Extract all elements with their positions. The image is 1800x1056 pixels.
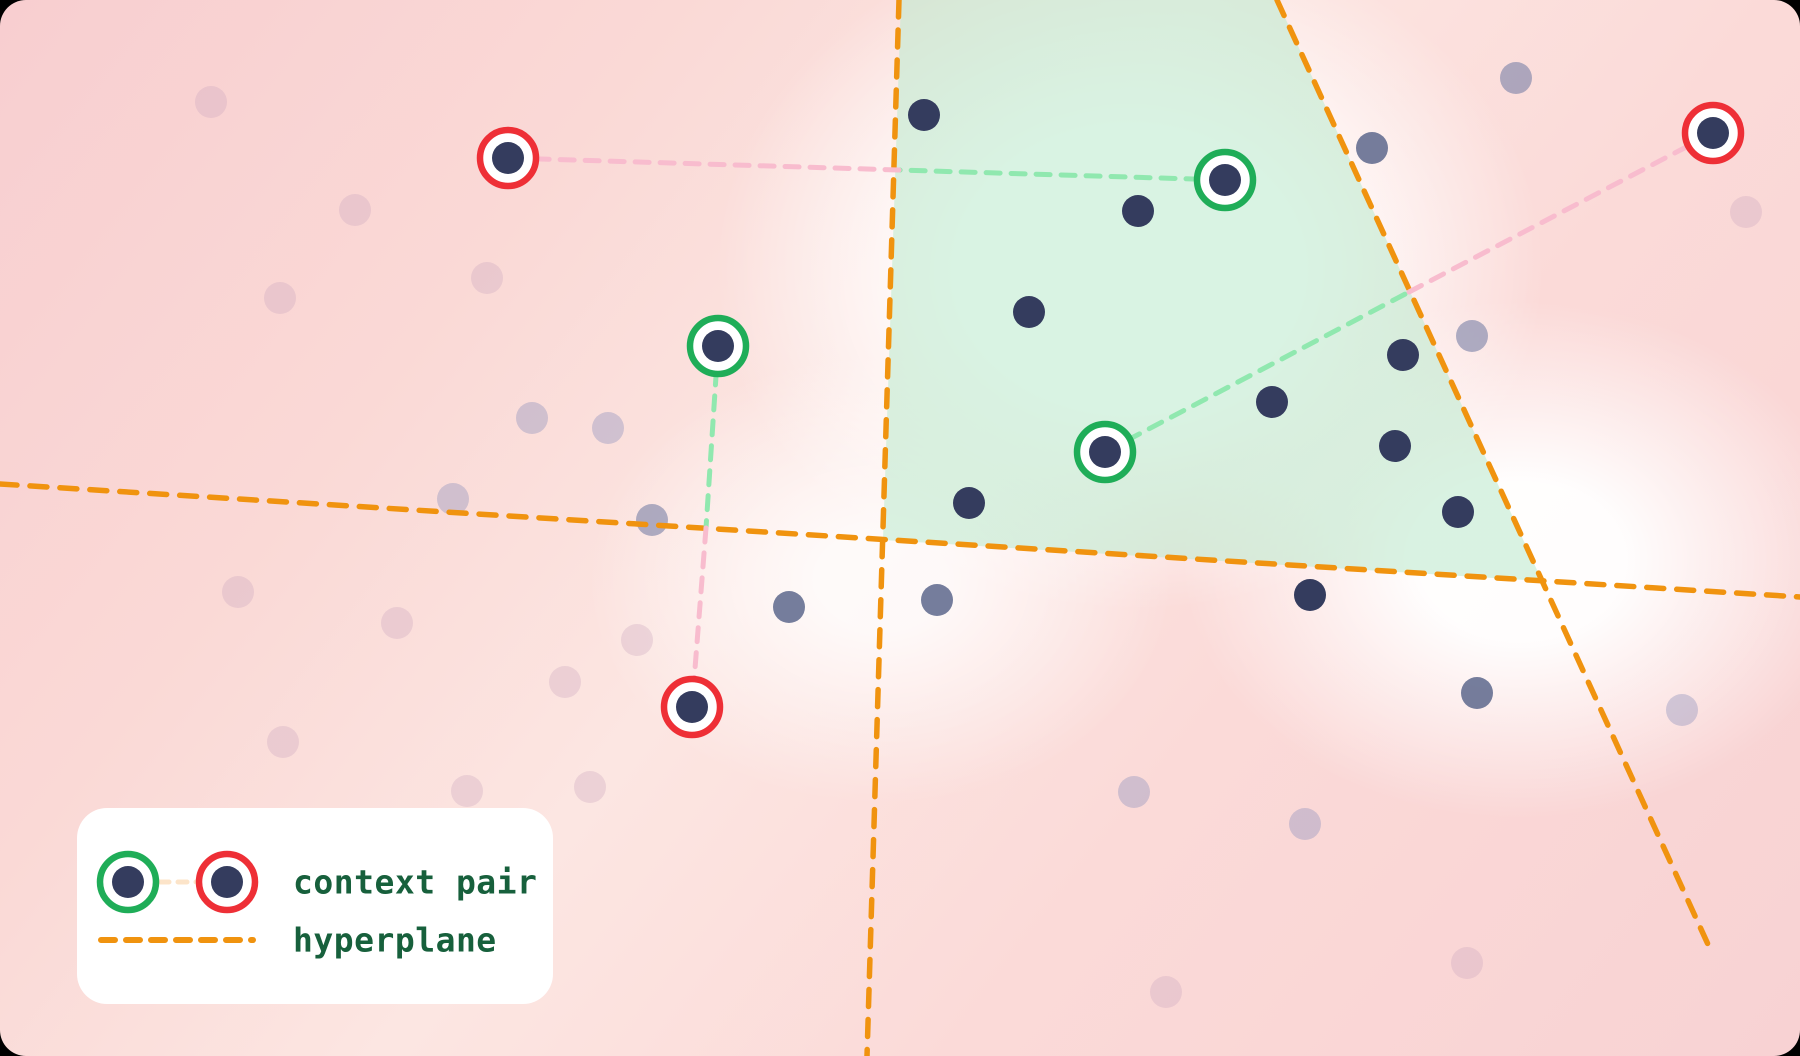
scatter-dot-navy bbox=[953, 487, 985, 519]
scatter-dot-faded-pink bbox=[1451, 947, 1483, 979]
scatter-dot-faded-lavender bbox=[592, 412, 624, 444]
pair-connector-green-segment bbox=[896, 167, 1228, 183]
scatter-dot-faded-lavender bbox=[516, 402, 548, 434]
scatter-dot-navy bbox=[1294, 579, 1326, 611]
hyperplane-line bbox=[0, 481, 1800, 600]
scatter-dot-faded-pink bbox=[267, 726, 299, 758]
pair-connector-green-segment bbox=[1102, 289, 1412, 455]
context-pair-red-dot bbox=[676, 691, 708, 723]
scatter-dot-faded-pink bbox=[222, 576, 254, 608]
scatter-dot-navy bbox=[1256, 386, 1288, 418]
scatter-dot-faded-pink bbox=[195, 86, 227, 118]
scatter-dot-faded-pink bbox=[621, 624, 653, 656]
context-pair-red-dot bbox=[492, 142, 524, 174]
legend-box: context pair hyperplane bbox=[77, 808, 553, 1004]
legend-icons bbox=[96, 850, 259, 943]
scatter-dot-faded-lavender bbox=[1118, 776, 1150, 808]
scatter-dot-slate bbox=[773, 591, 805, 623]
positive-region bbox=[883, 0, 1542, 581]
scatter-dot-light-slate bbox=[1456, 320, 1488, 352]
legend-context-pair-label: context pair bbox=[293, 862, 538, 902]
scatter-dot-slate bbox=[921, 584, 953, 616]
context-pair-green-dot bbox=[702, 330, 734, 362]
scatter-dot-faded-pink bbox=[339, 194, 371, 226]
scatter-dot-navy bbox=[1122, 195, 1154, 227]
scatter-dot-slate bbox=[1356, 132, 1388, 164]
hyperplane-line bbox=[1274, 0, 1714, 954]
scatter-dot-slate bbox=[1461, 677, 1493, 709]
scatter-dot-faded-pink bbox=[381, 607, 413, 639]
scatter-dot-navy bbox=[1013, 296, 1045, 328]
scatter-dot-faded-pink bbox=[471, 262, 503, 294]
hyperplane-line bbox=[864, 0, 902, 1056]
scatter-dot-faded-pink bbox=[549, 666, 581, 698]
scatter-dot-light-slate bbox=[1500, 62, 1532, 94]
legend-green-dot bbox=[112, 866, 144, 898]
pair-connector-pink-segment bbox=[1406, 130, 1716, 295]
context-pair-red-dot bbox=[1697, 117, 1729, 149]
legend-red-dot bbox=[211, 866, 243, 898]
scatter-dot-navy bbox=[1379, 430, 1411, 462]
scatter-dot-faded-pink bbox=[1150, 976, 1182, 1008]
scatter-dot-navy bbox=[1387, 339, 1419, 371]
scatter-dot-faded-lavender bbox=[1289, 808, 1321, 840]
context-pair-green-dot bbox=[1209, 164, 1241, 196]
scatter-dot-light-slate bbox=[636, 504, 668, 536]
scatter-dot-navy bbox=[1442, 496, 1474, 528]
scatter-dot-navy bbox=[908, 99, 940, 131]
scatter-dot-faded-lavender bbox=[1666, 694, 1698, 726]
scatter-dot-faded-pink bbox=[264, 282, 296, 314]
scatter-dot-faded-pink bbox=[574, 771, 606, 803]
scatter-dot-faded-pink bbox=[1730, 196, 1762, 228]
legend-hyperplane-label: hyperplane bbox=[293, 920, 497, 960]
scatter-dot-faded-pink bbox=[451, 775, 483, 807]
context-pair-green-dot bbox=[1089, 436, 1121, 468]
scatter-dot-faded-lavender bbox=[437, 483, 469, 515]
pair-connector-pink-segment bbox=[505, 155, 902, 173]
